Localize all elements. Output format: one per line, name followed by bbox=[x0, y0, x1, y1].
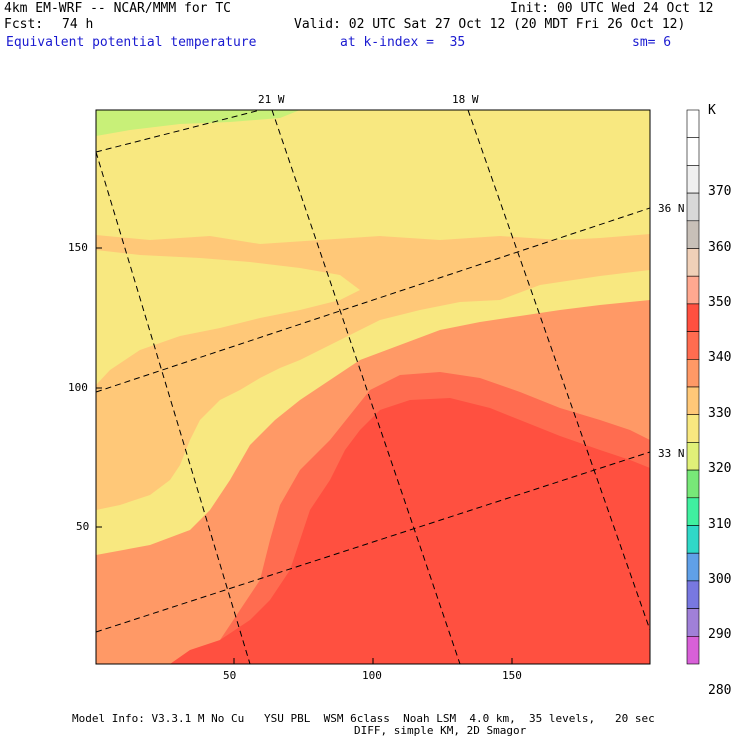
lon-line-24w bbox=[96, 151, 251, 664]
region-320-green bbox=[96, 110, 300, 136]
init-time: Init: 00 UTC Wed 24 Oct 12 bbox=[510, 1, 714, 16]
lon-line-21w bbox=[271, 110, 461, 664]
x-tick-150: 150 bbox=[502, 669, 522, 682]
level-info: at k-index = 35 bbox=[340, 35, 466, 50]
lat-label-33n: 33 N bbox=[658, 447, 685, 460]
colorbar-swatch bbox=[686, 608, 700, 637]
x-tick-50: 50 bbox=[223, 669, 237, 682]
tick-marks bbox=[96, 247, 513, 664]
y-tick-100: 100 bbox=[68, 381, 88, 394]
colorbar-level-label: 310 bbox=[708, 516, 732, 532]
colorbar-level-label: 360 bbox=[708, 239, 732, 255]
colorbar-level-label: 350 bbox=[708, 294, 732, 310]
region-340-red bbox=[170, 398, 650, 664]
colorbar-swatch bbox=[686, 552, 700, 582]
fcst-label: Fcst: bbox=[4, 17, 44, 32]
colorbar-swatch bbox=[686, 442, 700, 471]
region-320-yellow-patch bbox=[96, 250, 360, 385]
colorbar-level-label: 340 bbox=[708, 350, 732, 366]
colorbar-unit: K bbox=[708, 103, 716, 118]
lat-line-33n bbox=[96, 451, 650, 633]
colorbar-swatch bbox=[686, 109, 700, 139]
colorbar-swatch bbox=[686, 358, 700, 388]
footer-diffusion: DIFF, simple KM, 2D Smagor bbox=[354, 724, 527, 737]
lat-label-36n: 36 N bbox=[658, 202, 685, 215]
y-tick-50: 50 bbox=[76, 520, 90, 533]
valid-time: Valid: 02 UTC Sat 27 Oct 12 (20 MDT Fri … bbox=[294, 17, 686, 32]
colorbar bbox=[686, 109, 700, 665]
colorbar-level-label: 300 bbox=[708, 571, 732, 587]
y-tick-150: 150 bbox=[68, 241, 88, 254]
colorbar-swatch bbox=[686, 580, 700, 609]
colorbar-level-label: 320 bbox=[708, 461, 732, 477]
model-title: 4km EM-WRF -- NCAR/MMM for TC bbox=[4, 1, 231, 16]
colorbar-swatch bbox=[686, 525, 700, 554]
graticule bbox=[96, 110, 650, 664]
colorbar-swatch bbox=[686, 303, 700, 332]
colorbar-swatch bbox=[686, 386, 700, 416]
colorbar-swatch bbox=[686, 192, 700, 222]
colorbar-swatch bbox=[686, 635, 700, 665]
colorbar-swatch bbox=[686, 469, 700, 499]
lat-line-39n bbox=[96, 110, 263, 153]
smoothing-info: sm= 6 bbox=[632, 35, 672, 50]
colorbar-level-label: 330 bbox=[708, 405, 732, 421]
colorbar-swatch bbox=[686, 497, 700, 526]
colorbar-swatch bbox=[686, 220, 700, 249]
fcst-value: 74 h bbox=[62, 17, 94, 32]
colorbar-swatch bbox=[686, 331, 700, 360]
colorbar-level-label: 290 bbox=[708, 627, 732, 643]
colorbar-swatch bbox=[686, 137, 700, 166]
lat-line-36n bbox=[96, 207, 650, 393]
lon-line-18w bbox=[467, 110, 650, 631]
colorbar-swatch bbox=[686, 248, 700, 277]
x-tick-100: 100 bbox=[362, 669, 382, 682]
lon-label-21w: 21 W bbox=[258, 93, 285, 106]
colorbar-level-label: 370 bbox=[708, 184, 732, 200]
colorbar-swatch bbox=[686, 275, 700, 305]
field-name: Equivalent potential temperature bbox=[6, 35, 257, 50]
lon-label-18w: 18 W bbox=[452, 93, 479, 106]
colorbar-level-label: 280 bbox=[708, 682, 732, 698]
footer-model-info: Model Info: V3.3.1 M No Cu YSU PBL WSM 6… bbox=[72, 712, 655, 725]
colorbar-swatch bbox=[686, 165, 700, 194]
colorbar-swatch bbox=[686, 414, 700, 443]
theta-e-field bbox=[96, 110, 650, 664]
